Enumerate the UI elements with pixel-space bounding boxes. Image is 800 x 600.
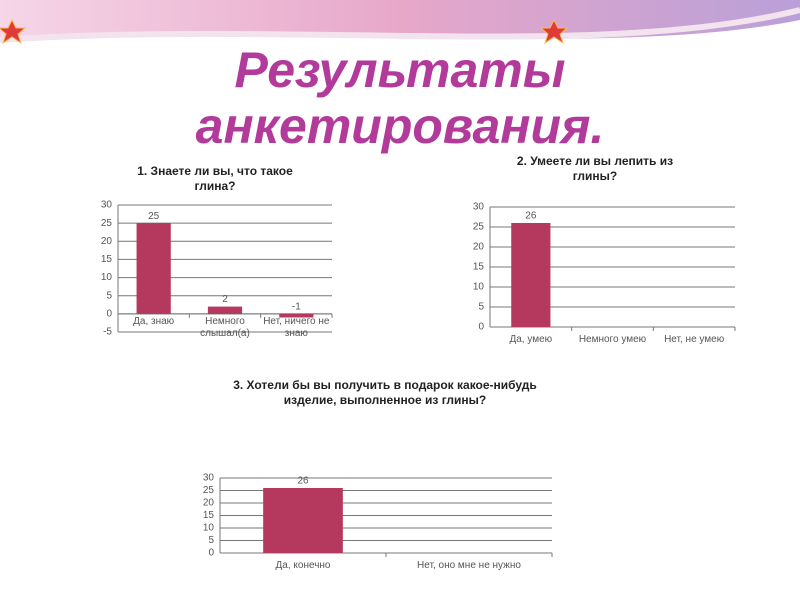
header-stripe — [0, 7, 800, 43]
star-icon — [0, 18, 27, 45]
y-tick-label: 20 — [473, 242, 485, 253]
x-tick-label: Да, конечно — [275, 560, 331, 571]
y-tick-label: 25 — [473, 222, 485, 233]
bar — [511, 223, 551, 327]
x-tick-label: Немного слышал(а) — [200, 316, 250, 339]
x-tick-label: Немного умею — [578, 334, 647, 345]
y-tick-label: 5 — [106, 290, 112, 301]
y-tick-label: 20 — [101, 236, 113, 247]
y-tick-label: 15 — [101, 254, 113, 265]
y-tick-label: -5 — [103, 327, 112, 338]
y-tick-label: 20 — [203, 498, 215, 509]
data-label: -1 — [292, 301, 301, 312]
data-label: 26 — [297, 476, 309, 487]
y-tick-label: 30 — [473, 202, 485, 213]
star-icon — [539, 18, 569, 45]
bar — [279, 313, 314, 318]
y-tick-label: 10 — [101, 272, 113, 283]
slide-title: Результаты анкетирования. — [195, 42, 605, 154]
chart-title: 1. Знаете ли вы, что такое глина? — [137, 164, 293, 193]
data-label: 2 — [222, 294, 228, 305]
data-label: 25 — [148, 211, 160, 222]
y-tick-label: 5 — [478, 302, 484, 313]
chart-title: 2. Умеете ли вы лепить из глины? — [516, 154, 674, 183]
header-swoosh — [0, 0, 800, 40]
bar — [263, 488, 343, 553]
y-tick-label: 25 — [101, 218, 113, 229]
y-tick-label: 0 — [478, 322, 484, 333]
x-tick-label: Да, знаю — [133, 316, 175, 327]
x-tick-label: Да, умею — [509, 334, 553, 345]
y-tick-label: 25 — [203, 485, 215, 496]
y-tick-label: 15 — [473, 262, 485, 273]
y-tick-label: 10 — [473, 282, 485, 293]
x-tick-label: Нет, ничего не знаю — [263, 316, 330, 339]
x-tick-label: Нет, оно мне не нужно — [417, 560, 521, 571]
y-tick-label: 0 — [106, 308, 112, 319]
y-tick-label: 10 — [203, 523, 215, 534]
x-tick-label: Нет, не умею — [664, 334, 725, 345]
y-tick-label: 5 — [208, 535, 214, 546]
y-tick-label: 30 — [101, 200, 113, 211]
y-tick-label: 0 — [208, 548, 214, 559]
bar — [136, 223, 171, 314]
chart-title: 3. Хотели бы вы получить в подарок какое… — [233, 378, 537, 407]
y-tick-label: 30 — [203, 473, 215, 484]
y-tick-label: 15 — [203, 510, 215, 521]
data-label: 26 — [525, 211, 537, 222]
bar — [207, 306, 243, 314]
